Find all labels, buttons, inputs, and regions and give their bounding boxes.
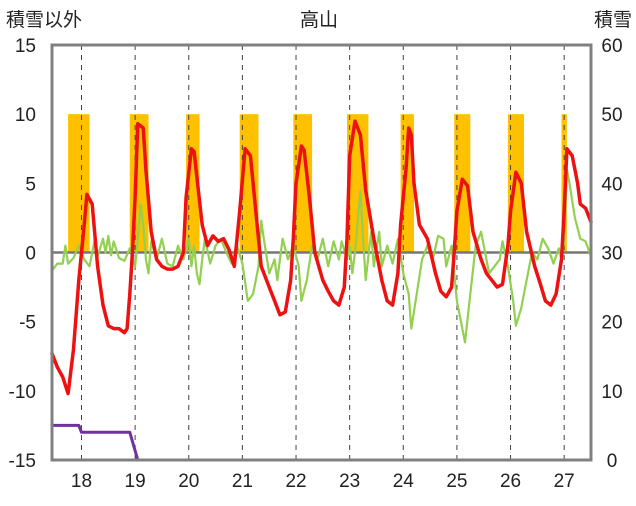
temperature-series-line [50, 119, 593, 396]
right-axis-label: 積雪 [594, 9, 632, 31]
right-tick-label: 50 [601, 105, 622, 126]
left-tick-label: -5 [19, 313, 36, 334]
x-tick-label: 25 [446, 471, 467, 492]
snow_depth-series-line [50, 423, 593, 462]
sunshine-bar-0 [68, 114, 90, 253]
sunshine-bar-4 [293, 114, 313, 253]
right-tick-label: 20 [601, 313, 622, 334]
x-tick-label: 26 [500, 471, 521, 492]
x-tick-label: 22 [285, 471, 306, 492]
x-tick-label: 23 [339, 471, 360, 492]
x-tick-labels: 18 19 20 21 22 23 24 25 26 27 [71, 471, 575, 492]
chart-title: 高山 [300, 9, 338, 31]
right-tick-label: 10 [601, 382, 622, 403]
left-tick-label: 15 [15, 36, 36, 57]
left-tick-label: 0 [25, 244, 36, 265]
x-tick-label: 27 [554, 471, 575, 492]
left-axis-label: 積雪以外 [6, 9, 82, 31]
x-tick-label: 24 [393, 471, 415, 492]
left-tick-label: 10 [15, 105, 36, 126]
sunshine-bar-2 [186, 114, 200, 253]
plot-frame [50, 43, 593, 462]
x-tick-label: 19 [125, 471, 146, 492]
right-tick-label: 0 [607, 451, 618, 472]
right-tick-labels: 60 50 40 30 20 10 0 [601, 36, 622, 472]
left-tick-label: -10 [9, 382, 36, 403]
x-tick-label: 21 [232, 471, 253, 492]
x-tick-label: 18 [71, 471, 92, 492]
left-tick-labels: 15 10 5 0 -5 -10 -15 [9, 36, 36, 472]
right-tick-label: 40 [601, 174, 622, 195]
left-tick-label: -15 [9, 451, 36, 472]
x-tick-label: 20 [178, 471, 199, 492]
right-tick-label: 60 [601, 36, 622, 57]
right-tick-label: 30 [601, 244, 622, 265]
left-tick-label: 5 [25, 174, 36, 195]
